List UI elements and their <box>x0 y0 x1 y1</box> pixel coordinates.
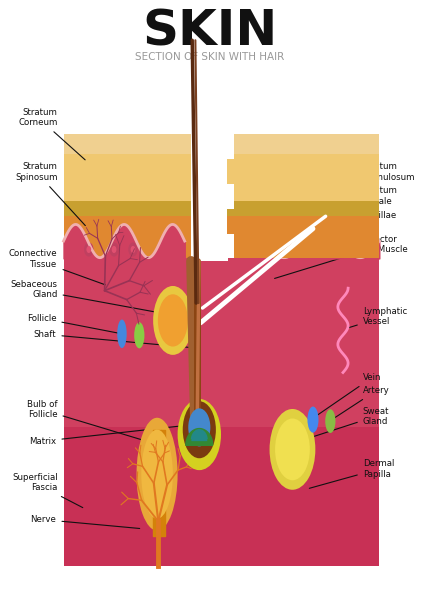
Ellipse shape <box>329 246 334 253</box>
Text: Shaft: Shaft <box>34 330 190 347</box>
Ellipse shape <box>134 322 145 349</box>
Ellipse shape <box>325 409 335 433</box>
Text: Vein: Vein <box>315 373 381 416</box>
Ellipse shape <box>257 246 262 253</box>
Ellipse shape <box>137 418 178 530</box>
Bar <box>224 233 234 259</box>
Text: Stratum
Basale: Stratum Basale <box>331 186 398 237</box>
Text: SECTION OF SKIN WITH HAIR: SECTION OF SKIN WITH HAIR <box>135 52 284 62</box>
Ellipse shape <box>128 242 138 257</box>
Ellipse shape <box>86 246 91 253</box>
Ellipse shape <box>153 286 192 355</box>
Text: Stratum
Granulosum: Stratum Granulosum <box>297 163 415 206</box>
Ellipse shape <box>298 246 303 253</box>
Bar <box>64 229 379 427</box>
Ellipse shape <box>235 246 240 253</box>
Ellipse shape <box>307 407 318 433</box>
Text: Connective
Tissue: Connective Tissue <box>9 249 105 285</box>
Ellipse shape <box>254 242 264 257</box>
Ellipse shape <box>296 242 305 257</box>
Bar <box>227 142 379 202</box>
Bar <box>224 184 234 209</box>
Bar <box>64 202 379 216</box>
Ellipse shape <box>141 430 173 519</box>
Ellipse shape <box>276 246 281 253</box>
Polygon shape <box>191 430 207 440</box>
Text: Stratum
Spinosum: Stratum Spinosum <box>15 163 85 226</box>
Text: Matrix: Matrix <box>29 425 191 446</box>
Ellipse shape <box>327 242 337 257</box>
Text: Superficial
Fascia: Superficial Fascia <box>12 473 83 508</box>
Bar <box>227 216 379 259</box>
Bar <box>64 214 379 259</box>
Bar <box>224 132 234 159</box>
Bar <box>227 202 379 216</box>
Ellipse shape <box>188 409 210 446</box>
Ellipse shape <box>232 242 242 257</box>
Ellipse shape <box>273 242 283 257</box>
Ellipse shape <box>131 246 135 253</box>
Text: Sebaceous
Gland: Sebaceous Gland <box>11 280 166 314</box>
Bar <box>64 142 379 202</box>
Text: Stratum
Corneum: Stratum Corneum <box>18 108 85 160</box>
Text: Dermal
Papilla: Dermal Papilla <box>310 460 394 488</box>
Ellipse shape <box>112 246 117 253</box>
Ellipse shape <box>117 320 127 348</box>
Bar <box>64 368 379 566</box>
Polygon shape <box>186 428 213 445</box>
Ellipse shape <box>270 409 315 490</box>
Bar <box>217 209 226 233</box>
Text: Follicle: Follicle <box>27 314 119 333</box>
Text: Artery: Artery <box>333 386 390 419</box>
Ellipse shape <box>178 399 221 470</box>
Bar <box>217 159 226 184</box>
Ellipse shape <box>275 418 310 480</box>
Text: SKIN: SKIN <box>142 7 277 55</box>
Text: Papillae: Papillae <box>328 211 396 248</box>
Bar <box>227 134 379 154</box>
Text: Nerve: Nerve <box>31 515 139 529</box>
Bar <box>64 134 379 154</box>
Bar <box>191 132 228 261</box>
Text: Arrector
Pili Muscle: Arrector Pili Muscle <box>275 235 407 278</box>
Text: Bulb of
Follicle: Bulb of Follicle <box>27 400 154 443</box>
Ellipse shape <box>158 294 188 347</box>
Ellipse shape <box>183 401 216 458</box>
Text: Lymphatic
Vessel: Lymphatic Vessel <box>348 307 407 328</box>
Text: Sweat
Gland: Sweat Gland <box>295 407 389 443</box>
Ellipse shape <box>109 242 119 257</box>
Ellipse shape <box>84 242 94 257</box>
